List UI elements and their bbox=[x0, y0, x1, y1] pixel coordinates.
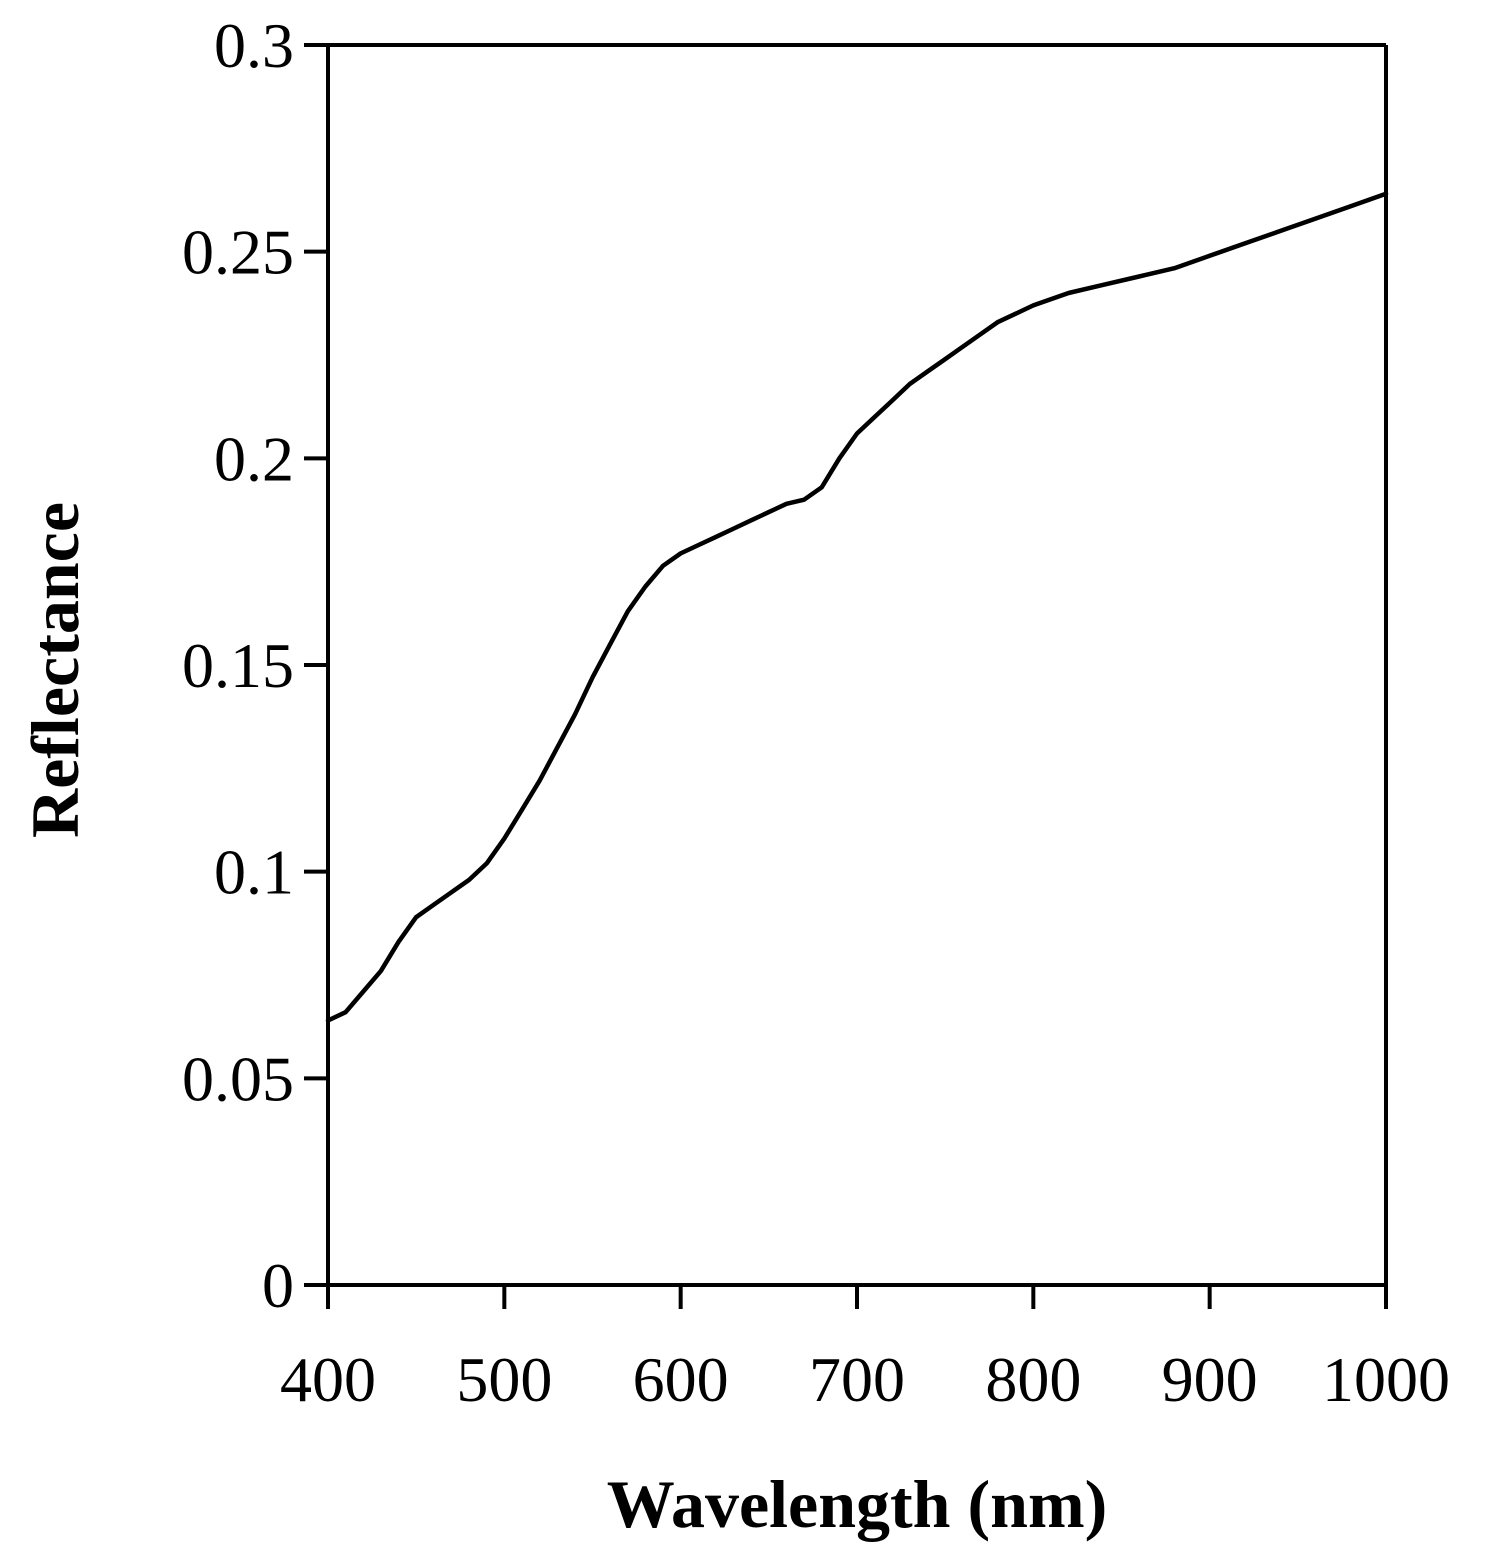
x-tick-label: 900 bbox=[1162, 1344, 1258, 1415]
reflectance-series-line bbox=[325, 191, 1389, 1023]
y-ticks-group: 0 0.05 0.1 0.15 0.2 0.25 0.3 bbox=[182, 10, 328, 1321]
y-tick-label: 0.25 bbox=[182, 217, 294, 288]
y-tick-label: 0.15 bbox=[182, 630, 294, 701]
series-group bbox=[325, 191, 1389, 1023]
x-tick-label: 500 bbox=[456, 1344, 552, 1415]
y-tick-label: 0.3 bbox=[214, 10, 294, 81]
x-tick-label: 700 bbox=[809, 1344, 905, 1415]
x-tick-label: 1000 bbox=[1322, 1344, 1450, 1415]
x-ticks-group: 400 500 600 700 800 900 1000 bbox=[280, 1285, 1450, 1415]
y-tick-label: 0.2 bbox=[214, 423, 294, 494]
x-tick-label: 600 bbox=[633, 1344, 729, 1415]
y-tick-label: 0 bbox=[262, 1250, 294, 1321]
x-axis-title: Wavelength (nm) bbox=[607, 1466, 1108, 1542]
x-tick-label: 400 bbox=[280, 1344, 376, 1415]
chart-axes bbox=[326, 43, 1388, 1287]
y-tick-label: 0.05 bbox=[182, 1043, 294, 1114]
y-axis-title: Reflectance bbox=[17, 502, 93, 838]
y-tick-label: 0.1 bbox=[214, 837, 294, 908]
x-tick-label: 800 bbox=[985, 1344, 1081, 1415]
